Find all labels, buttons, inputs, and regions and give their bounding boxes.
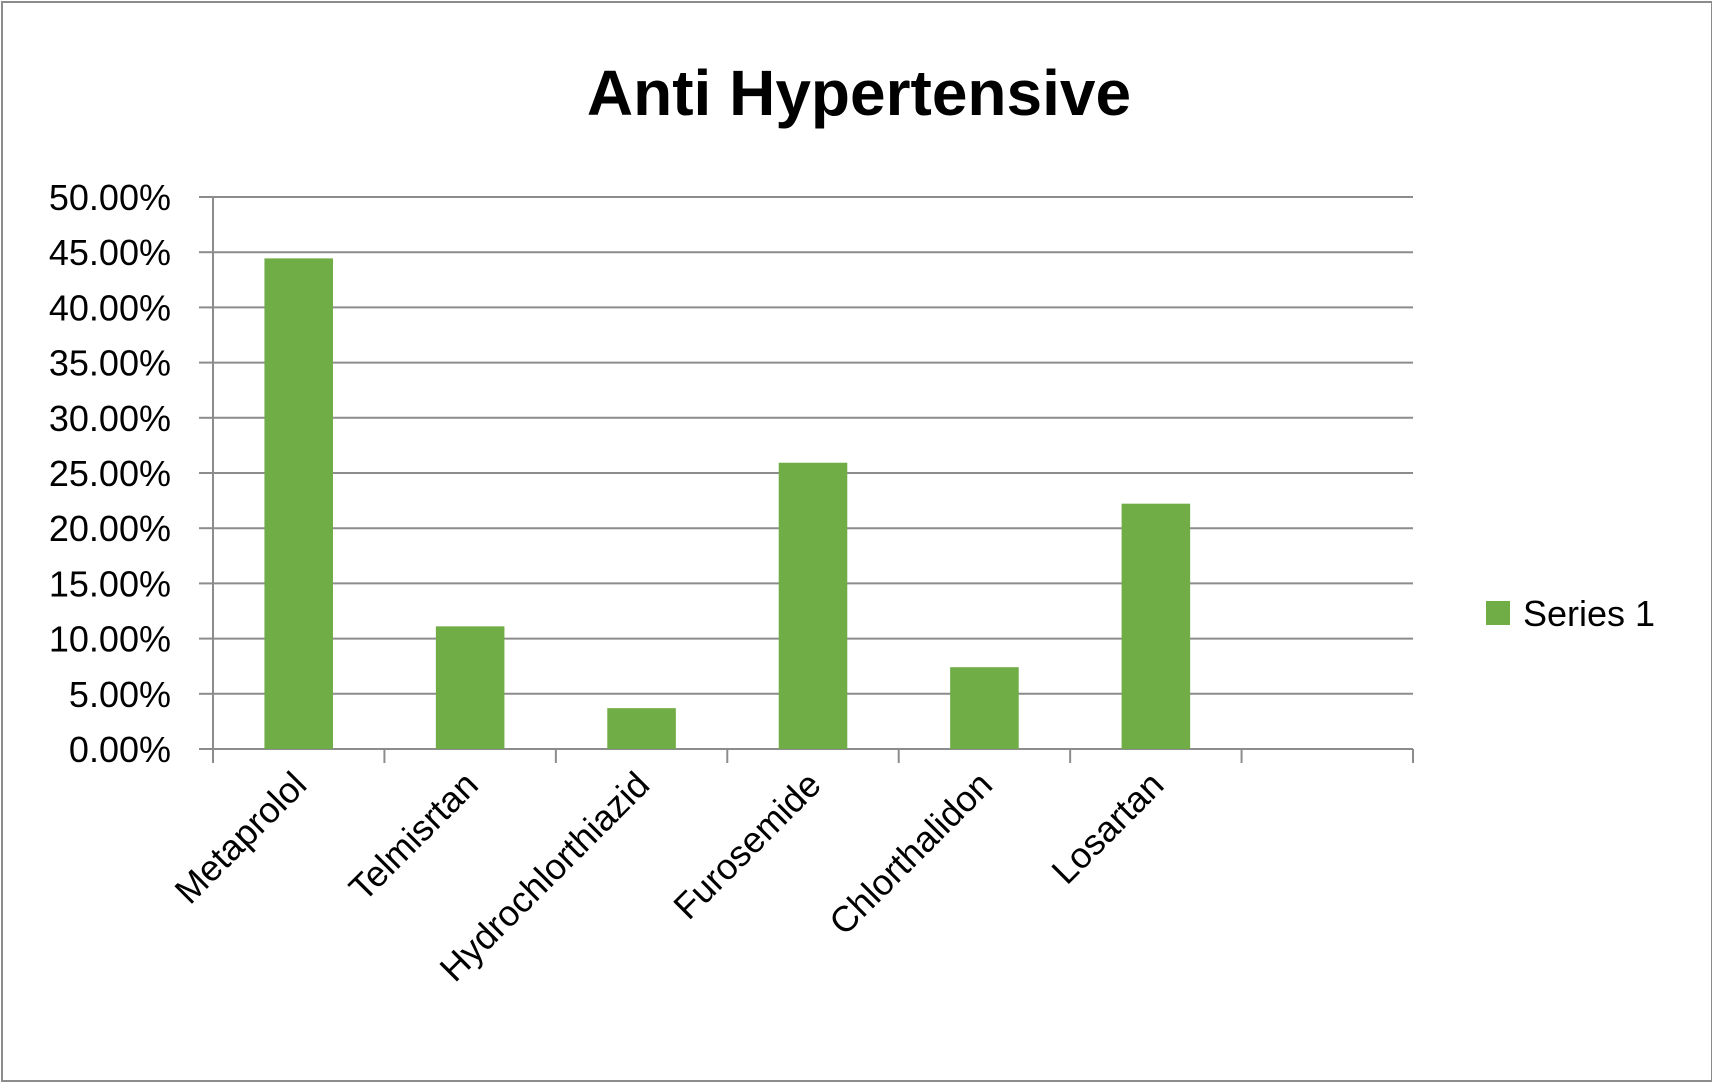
y-tick-label: 5.00% bbox=[69, 674, 171, 715]
x-tick-label: Losartan bbox=[1043, 764, 1171, 892]
x-tick-label: Furosemide bbox=[665, 764, 828, 927]
bar-losartan bbox=[1121, 503, 1191, 749]
axes bbox=[199, 196, 1414, 763]
y-tick-label: 30.00% bbox=[49, 398, 171, 439]
y-tick-label: 45.00% bbox=[49, 232, 171, 273]
bar-chart: Anti Hypertensive Metaprolol TelmisrtanHy… bbox=[49, 57, 1655, 990]
legend-label-series-1: Series 1 bbox=[1523, 593, 1655, 634]
x-tick-label: Telmisrtan bbox=[341, 764, 486, 909]
legend: Series 1 bbox=[1486, 593, 1655, 634]
bar-chlorthalidon bbox=[950, 667, 1019, 749]
y-tick-label: 25.00% bbox=[49, 453, 171, 494]
bar-hydrochlorthiazid bbox=[607, 708, 676, 749]
legend-swatch-series-1 bbox=[1486, 601, 1510, 625]
y-tick-label: 50.00% bbox=[49, 177, 171, 218]
bar-telmisrtan bbox=[435, 626, 505, 749]
y-tick-label: 35.00% bbox=[49, 343, 171, 384]
bar-furosemide bbox=[778, 462, 848, 749]
bars bbox=[264, 258, 1191, 749]
y-tick-label: 10.00% bbox=[49, 619, 171, 660]
y-tick-label: 15.00% bbox=[49, 563, 171, 604]
y-tick-label: 40.00% bbox=[49, 287, 171, 328]
bar-metaprolol bbox=[264, 258, 333, 749]
y-tick-labels: 0.00% 5.00% 10.00% 15.00% 20.00% 25.00% 30.00%… bbox=[49, 177, 171, 770]
x-tick-label: Metaprolol bbox=[167, 764, 315, 912]
y-tick-label: 0.00% bbox=[69, 729, 171, 770]
y-tick-label: 20.00% bbox=[49, 508, 171, 549]
x-tick-label: Chlorthalidon bbox=[821, 764, 1000, 943]
chart-title: Anti Hypertensive bbox=[587, 57, 1131, 129]
